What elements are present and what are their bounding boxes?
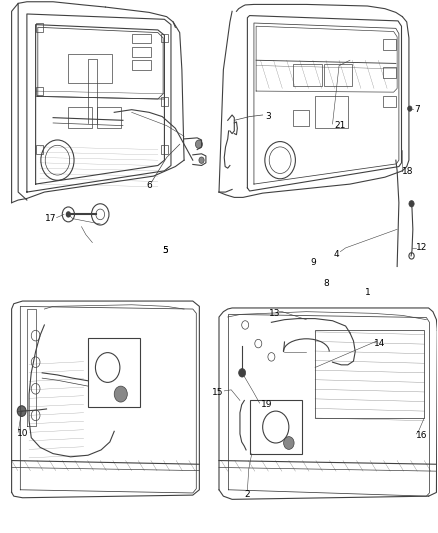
Text: 2: 2 bbox=[244, 489, 250, 498]
Text: 8: 8 bbox=[324, 279, 329, 288]
Bar bbox=[132, 34, 151, 43]
Text: 10: 10 bbox=[17, 430, 29, 439]
Circle shape bbox=[199, 157, 204, 164]
Text: 7: 7 bbox=[415, 105, 420, 114]
Bar bbox=[88, 338, 141, 407]
Text: 4: 4 bbox=[333, 250, 339, 259]
Circle shape bbox=[408, 106, 412, 111]
Bar bbox=[36, 146, 43, 154]
Bar bbox=[132, 60, 151, 70]
Bar bbox=[132, 47, 151, 56]
Bar bbox=[68, 54, 112, 83]
Bar bbox=[161, 98, 168, 106]
Text: 16: 16 bbox=[416, 431, 427, 440]
Bar bbox=[36, 87, 43, 95]
Bar bbox=[36, 23, 43, 31]
Text: 15: 15 bbox=[212, 388, 223, 397]
Bar bbox=[161, 34, 168, 42]
Bar bbox=[161, 146, 168, 154]
Circle shape bbox=[239, 368, 246, 377]
Text: 14: 14 bbox=[374, 339, 385, 348]
Circle shape bbox=[17, 406, 26, 416]
Text: 13: 13 bbox=[268, 309, 280, 318]
Circle shape bbox=[284, 437, 294, 449]
Bar bbox=[315, 96, 348, 128]
Circle shape bbox=[114, 386, 127, 402]
Text: 6: 6 bbox=[146, 181, 152, 190]
Text: 5: 5 bbox=[162, 246, 168, 255]
Text: 18: 18 bbox=[403, 167, 414, 176]
Bar bbox=[293, 64, 321, 86]
Bar bbox=[315, 330, 424, 418]
Text: 5: 5 bbox=[162, 246, 168, 255]
Bar bbox=[97, 107, 121, 128]
Bar bbox=[383, 39, 396, 50]
Bar bbox=[250, 400, 302, 454]
Text: 19: 19 bbox=[261, 400, 272, 409]
Bar bbox=[324, 64, 352, 86]
Text: 21: 21 bbox=[335, 121, 346, 130]
Text: 3: 3 bbox=[265, 112, 271, 121]
Bar bbox=[383, 67, 396, 78]
Circle shape bbox=[409, 200, 414, 207]
Circle shape bbox=[66, 211, 71, 217]
Bar bbox=[68, 107, 92, 128]
Text: 12: 12 bbox=[416, 244, 427, 253]
Text: 9: 9 bbox=[311, 258, 316, 266]
Bar bbox=[383, 96, 396, 107]
Text: 17: 17 bbox=[45, 214, 57, 223]
Bar bbox=[293, 110, 308, 126]
Circle shape bbox=[195, 140, 202, 149]
Text: 1: 1 bbox=[365, 287, 371, 296]
